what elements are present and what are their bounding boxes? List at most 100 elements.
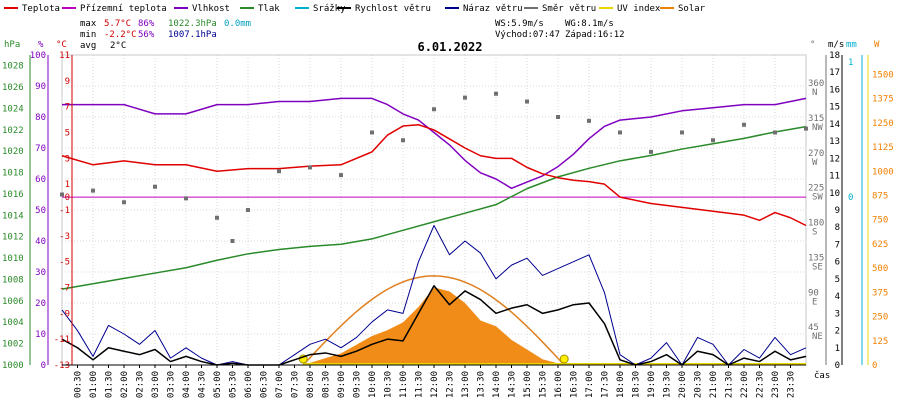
wind-direction-point <box>230 239 235 243</box>
stat-max-temp: 5.7°C <box>104 19 131 29</box>
x-tick-label: 17:00 <box>585 371 595 398</box>
wind-direction-point <box>432 107 436 112</box>
humidity-line <box>62 97 807 190</box>
temp-tick-label: 11 <box>59 51 70 61</box>
axis-title-temp: °C <box>56 40 67 50</box>
dir-tick-degrees: 180 <box>808 219 824 229</box>
wind-direction-point <box>680 130 684 135</box>
dir-tick-degrees: 90 <box>808 288 819 298</box>
legend-label: Srážky <box>313 4 346 14</box>
dir-tick-degrees: 360 <box>808 79 824 89</box>
w-tick-label: 1500 <box>872 70 894 80</box>
pct-tick-label: 0 <box>41 361 46 371</box>
x-tick-label: 06:00 <box>244 371 254 398</box>
hpa-tick-label: 1004 <box>2 318 24 328</box>
x-tick-label: 02:30 <box>136 371 146 398</box>
legend-label: Tlak <box>258 4 280 14</box>
legend-label: Solar <box>678 4 706 14</box>
x-tick-label: 05:00 <box>213 371 223 398</box>
wind-direction-point <box>711 138 715 143</box>
ms-tick-label: 9 <box>835 206 840 216</box>
pct-tick-label: 10 <box>35 330 46 340</box>
x-tick-label: 02:00 <box>120 371 130 398</box>
x-tick-label: 01:00 <box>89 371 99 398</box>
temp-tick-label: -3 <box>59 232 70 242</box>
ms-tick-label: 10 <box>829 189 840 199</box>
ms-tick-label: 4 <box>835 292 840 302</box>
ms-tick-label: 11 <box>829 172 840 182</box>
axis-title-deg: ° <box>810 40 815 50</box>
wind-direction-point <box>60 192 64 197</box>
dir-tick-degrees: 315 <box>808 114 824 124</box>
w-tick-label: 1250 <box>872 119 894 129</box>
temp-tick-label: -9 <box>59 309 70 319</box>
dir-tick-compass: NW <box>812 123 823 133</box>
ms-tick-label: 16 <box>829 85 840 95</box>
ms-tick-label: 17 <box>829 68 840 78</box>
dir-tick-degrees: 135 <box>808 253 824 263</box>
w-tick-label: 250 <box>872 313 888 323</box>
ms-tick-label: 13 <box>829 137 840 147</box>
temp-tick-label: -1 <box>59 206 70 216</box>
dir-tick-degrees: 270 <box>808 149 824 159</box>
x-tick-label: 15:00 <box>523 371 533 398</box>
dir-tick-compass: SW <box>812 193 823 203</box>
legend-label: Rychlost větru <box>355 4 431 14</box>
x-tick-label: 08:00 <box>306 371 316 398</box>
x-tick-label: 01:30 <box>105 371 115 398</box>
x-tick-label: 03:30 <box>167 371 177 398</box>
ms-tick-label: 15 <box>829 103 840 113</box>
x-tick-label: 17:30 <box>601 371 611 398</box>
stat-max-label: max <box>80 19 97 29</box>
hpa-tick-label: 1026 <box>2 83 24 93</box>
stat-sunrise: Východ:07:47 <box>495 30 560 40</box>
hpa-tick-label: 1016 <box>2 190 24 200</box>
hpa-tick-label: 1006 <box>2 297 24 307</box>
dir-tick-compass: E <box>812 297 817 307</box>
x-tick-label: 13:30 <box>477 371 487 398</box>
wind-direction-point <box>246 208 250 212</box>
hpa-tick-label: 1020 <box>2 147 24 157</box>
x-tick-label: 09:00 <box>337 371 347 398</box>
x-tick-label: 13:00 <box>461 371 471 398</box>
ms-tick-label: 5 <box>835 275 840 285</box>
ms-tick-label: 14 <box>829 120 840 130</box>
stat-max-press: 1022.3hPa <box>168 19 217 29</box>
pct-tick-label: 80 <box>35 113 46 123</box>
wind-direction-point <box>494 91 498 96</box>
ms-tick-label: 18 <box>829 51 840 61</box>
temp-tick-label: -7 <box>59 284 70 294</box>
x-tick-label: 12:30 <box>446 371 456 398</box>
dir-tick-compass: W <box>812 158 818 168</box>
wind-direction-point <box>525 99 529 104</box>
dir-tick-compass: N <box>812 88 817 98</box>
hpa-tick-label: 1014 <box>2 211 24 221</box>
ms-tick-label: 0 <box>835 361 840 371</box>
stat-min-label: min <box>80 30 96 40</box>
x-tick-label: 19:30 <box>663 371 673 398</box>
x-tick-label: 21:00 <box>709 371 719 398</box>
x-tick-label: 03:00 <box>151 371 161 398</box>
wind-direction-point <box>339 173 343 178</box>
wind-direction-point <box>587 118 591 123</box>
temp-tick-label: -11 <box>54 335 70 345</box>
x-tick-label: 10:00 <box>368 371 378 398</box>
x-tick-label: 12:00 <box>430 371 440 398</box>
wind-direction-point <box>401 138 405 143</box>
mm-tick-label: 0 <box>848 193 853 203</box>
w-tick-label: 375 <box>872 288 888 298</box>
x-tick-label: 11:30 <box>415 371 425 398</box>
x-tick-label: 15:30 <box>539 371 549 398</box>
temp-tick-label: 7 <box>65 103 70 113</box>
x-tick-label: 22:00 <box>740 371 750 398</box>
legend-label: Teplota <box>22 4 60 14</box>
ms-tick-label: 6 <box>835 258 840 268</box>
wind-direction-point <box>153 184 157 189</box>
x-tick-label: 05:30 <box>229 371 239 398</box>
wind-direction-point <box>215 215 219 220</box>
x-tick-label: 18:00 <box>616 371 626 398</box>
temp-tick-label: 9 <box>65 77 70 87</box>
stat-wg: WG:8.1m/s <box>565 19 614 29</box>
wind-direction-point <box>649 149 653 154</box>
